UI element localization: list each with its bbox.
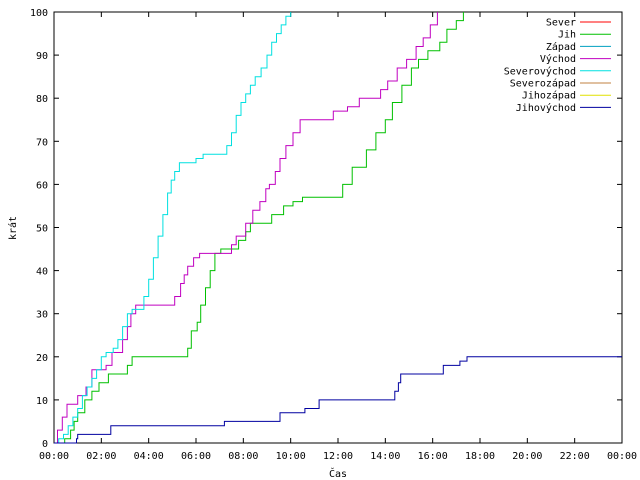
y-tick-label: 80 bbox=[36, 94, 48, 105]
y-tick-label: 70 bbox=[36, 137, 48, 148]
x-axis-ticks: 00:00 02:00 04:00 06:00 08:00 10:00 12:00 14:00… bbox=[39, 12, 637, 462]
x-tick-label: 12:00 bbox=[323, 451, 353, 462]
x-tick-label: 00:00 bbox=[39, 451, 69, 462]
y-tick-label: 50 bbox=[36, 224, 48, 235]
y-tick-label: 10 bbox=[36, 396, 48, 407]
series-line-7 bbox=[54, 356, 622, 444]
series-lines bbox=[54, 12, 622, 444]
x-tick-label: 08:00 bbox=[228, 451, 258, 462]
x-tick-label: 16:00 bbox=[418, 451, 448, 462]
legend-label: Západ bbox=[546, 41, 576, 53]
x-tick-label: 18:00 bbox=[465, 451, 495, 462]
x-axis-label: Čas bbox=[329, 467, 347, 480]
legend: SeverJihZápadVýchodSeverovýchodSeverozáp… bbox=[504, 18, 611, 114]
y-tick-label: 90 bbox=[36, 51, 48, 62]
y-tick-label: 40 bbox=[36, 267, 48, 278]
y-tick-label: 0 bbox=[42, 439, 48, 450]
x-tick-label: 20:00 bbox=[512, 451, 542, 462]
y-axis-label: krát bbox=[7, 216, 19, 240]
x-tick-label: 04:00 bbox=[134, 451, 164, 462]
legend-label: Jihozápad bbox=[522, 90, 576, 102]
y-tick-label: 20 bbox=[36, 353, 48, 364]
series-line-3 bbox=[54, 12, 438, 444]
x-tick-label: 02:00 bbox=[86, 451, 116, 462]
x-tick-label: 00:00 bbox=[607, 451, 637, 462]
legend-label: Severovýchod bbox=[504, 65, 576, 77]
legend-label: Jih bbox=[558, 30, 576, 41]
x-tick-label: 22:00 bbox=[560, 451, 590, 462]
x-tick-label: 14:00 bbox=[370, 451, 400, 462]
series-line-4 bbox=[54, 12, 292, 444]
legend-label: Severozápad bbox=[510, 78, 576, 90]
y-tick-label: 30 bbox=[36, 310, 48, 321]
legend-label: Sever bbox=[546, 18, 576, 29]
legend-label: Jihovýchod bbox=[516, 102, 576, 114]
series-line-1 bbox=[54, 12, 464, 444]
y-tick-label: 60 bbox=[36, 180, 48, 191]
y-tick-label: 100 bbox=[30, 8, 48, 19]
legend-label: Východ bbox=[540, 53, 576, 65]
x-tick-label: 06:00 bbox=[181, 451, 211, 462]
x-tick-label: 10:00 bbox=[276, 451, 306, 462]
